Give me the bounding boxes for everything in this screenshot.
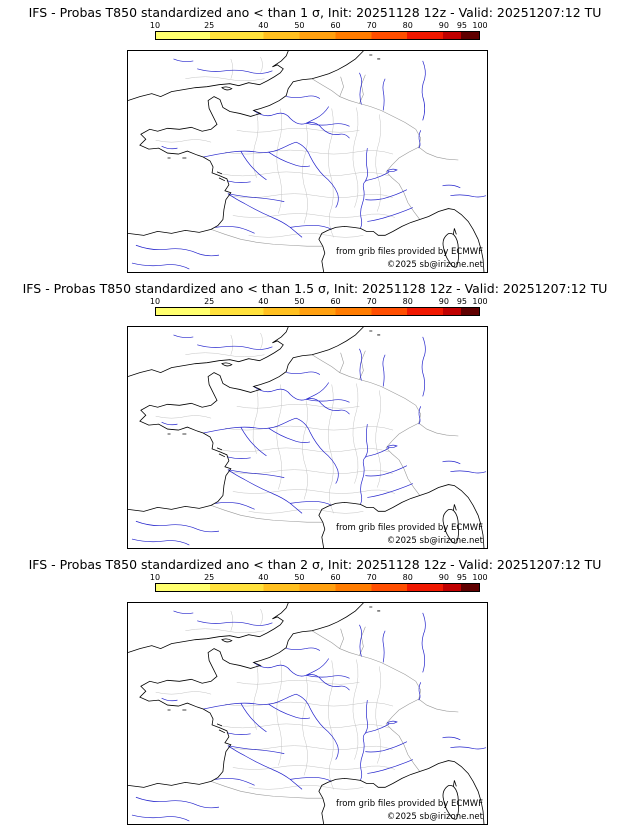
colorbar-tick: 10 — [149, 573, 161, 582]
colorbar-tick: 95 — [456, 297, 468, 306]
colorbar-tick: 70 — [366, 21, 377, 30]
colorbar-tick: 25 — [204, 297, 215, 306]
attribution-copyright: ©2025 sb@irizone.net — [386, 260, 483, 270]
colorbar-tick: 50 — [294, 21, 305, 30]
colorbar-bar — [155, 307, 480, 316]
france-map — [128, 51, 487, 272]
colorbar-tick: 80 — [402, 573, 413, 582]
attribution-copyright: ©2025 sb@irizone.net — [386, 536, 483, 546]
attribution-copyright: ©2025 sb@irizone.net — [386, 812, 483, 822]
colorbar-tick: 90 — [438, 297, 449, 306]
colorbar-ticks: 10 25 40 50 60 70 80 90 95 100 — [150, 21, 488, 31]
attribution-ecmwf: from grib files provided by ECMWF — [336, 247, 483, 257]
colorbar-tick: 60 — [330, 297, 341, 306]
colorbar-bar — [155, 583, 480, 592]
colorbar-tick: 95 — [456, 573, 468, 582]
france-map — [128, 327, 487, 548]
colorbar-tick: 10 — [149, 21, 161, 30]
colorbar-tick: 25 — [204, 573, 215, 582]
colorbar-ticks: 10 25 40 50 60 70 80 90 95 100 — [150, 297, 488, 307]
france-map — [128, 603, 487, 824]
colorbar-tick: 90 — [438, 21, 449, 30]
colorbar-tick: 100 — [472, 21, 488, 30]
colorbar-ticks: 10 25 40 50 60 70 80 90 95 100 — [150, 573, 488, 583]
colorbar-tick: 90 — [438, 573, 449, 582]
panel-1-sigma: IFS - Probas T850 standardized ano < tha… — [0, 0, 630, 276]
map-frame: from grib files provided by ECMWF ©2025 … — [127, 602, 488, 825]
colorbar-tick: 50 — [294, 297, 305, 306]
attribution-ecmwf: from grib files provided by ECMWF — [336, 523, 483, 533]
panel-title: IFS - Probas T850 standardized ano < tha… — [28, 557, 602, 572]
map-frame: from grib files provided by ECMWF ©2025 … — [127, 50, 488, 273]
colorbar-bar — [155, 31, 480, 40]
colorbar-tick: 50 — [294, 573, 305, 582]
colorbar-tick: 60 — [330, 21, 341, 30]
colorbar-tick: 70 — [366, 573, 377, 582]
colorbar-tick: 40 — [258, 573, 269, 582]
colorbar-tick: 40 — [258, 297, 269, 306]
colorbar-tick: 70 — [366, 297, 377, 306]
colorbar-tick: 80 — [402, 297, 413, 306]
colorbar-tick: 10 — [149, 297, 161, 306]
colorbar-tick: 80 — [402, 21, 413, 30]
colorbar-tick: 100 — [472, 297, 488, 306]
colorbar-tick: 60 — [330, 573, 341, 582]
colorbar-tick: 100 — [472, 573, 488, 582]
colorbar-tick: 95 — [456, 21, 468, 30]
panel-1p5-sigma: IFS - Probas T850 standardized ano < tha… — [0, 276, 630, 552]
panel-2-sigma: IFS - Probas T850 standardized ano < tha… — [0, 552, 630, 828]
colorbar-tick: 25 — [204, 21, 215, 30]
panel-title: IFS - Probas T850 standardized ano < tha… — [22, 281, 608, 296]
map-frame: from grib files provided by ECMWF ©2025 … — [127, 326, 488, 549]
colorbar-tick: 40 — [258, 21, 269, 30]
attribution-ecmwf: from grib files provided by ECMWF — [336, 799, 483, 809]
panel-title: IFS - Probas T850 standardized ano < tha… — [28, 5, 602, 20]
